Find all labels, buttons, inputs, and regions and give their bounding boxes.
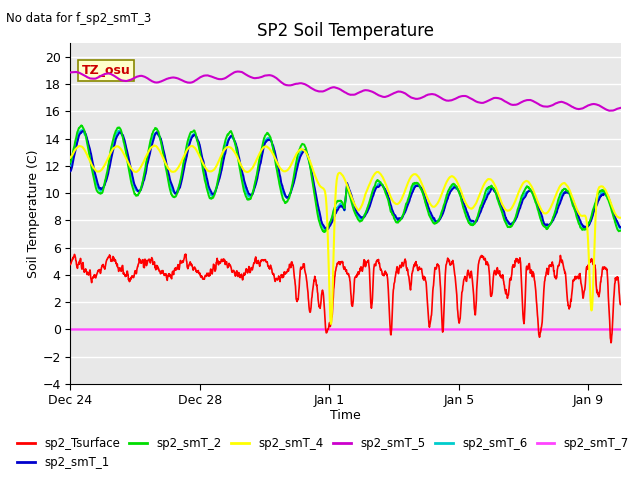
sp2_smT_4 <box>327 321 335 327</box>
sp2_smT_4 <box>205 168 212 174</box>
sp2_smT_4 <box>150 143 158 148</box>
sp2_smT_7 <box>496 326 504 332</box>
sp2_Tsurface <box>496 271 504 276</box>
sp2_smT_1 <box>323 227 331 232</box>
sp2_smT_7 <box>67 326 74 332</box>
sp2_Tsurface <box>205 272 212 277</box>
Line: sp2_smT_6: sp2_smT_6 <box>70 130 621 229</box>
sp2_smT_5 <box>496 96 504 102</box>
sp2_smT_6 <box>497 203 504 208</box>
sp2_smT_6 <box>322 227 330 232</box>
Text: TZ_osu: TZ_osu <box>81 64 130 77</box>
Title: SP2 Soil Temperature: SP2 Soil Temperature <box>257 22 434 40</box>
sp2_smT_1 <box>82 132 90 138</box>
sp2_Tsurface <box>157 271 164 276</box>
sp2_smT_4 <box>157 151 165 156</box>
sp2_smT_5 <box>82 73 90 79</box>
sp2_smT_7 <box>189 326 196 332</box>
sp2_smT_2 <box>82 133 90 139</box>
Text: No data for f_sp2_smT_3: No data for f_sp2_smT_3 <box>6 12 152 25</box>
sp2_smT_2 <box>497 204 504 210</box>
sp2_Tsurface <box>82 266 90 272</box>
sp2_smT_1 <box>157 137 165 143</box>
sp2_Tsurface <box>607 340 615 346</box>
sp2_smT_5 <box>606 108 614 114</box>
sp2_smT_1 <box>363 210 371 216</box>
Legend: sp2_Tsurface, sp2_smT_1, sp2_smT_2, sp2_smT_4, sp2_smT_5, sp2_smT_6, sp2_smT_7: sp2_Tsurface, sp2_smT_1, sp2_smT_2, sp2_… <box>12 433 634 474</box>
sp2_Tsurface <box>189 266 196 272</box>
sp2_smT_2 <box>617 228 625 234</box>
sp2_smT_5 <box>234 69 242 74</box>
sp2_smT_1 <box>67 168 74 174</box>
Line: sp2_smT_1: sp2_smT_1 <box>70 131 621 229</box>
Y-axis label: Soil Temperature (C): Soil Temperature (C) <box>26 149 40 278</box>
sp2_Tsurface <box>362 260 370 266</box>
sp2_smT_7 <box>204 326 212 332</box>
sp2_smT_1 <box>617 224 625 230</box>
sp2_smT_5 <box>67 70 74 75</box>
sp2_smT_2 <box>321 229 328 235</box>
sp2_smT_2 <box>363 207 371 213</box>
sp2_smT_1 <box>497 199 504 205</box>
sp2_smT_6 <box>363 208 371 214</box>
sp2_smT_4 <box>497 197 504 203</box>
sp2_smT_2 <box>157 141 165 146</box>
sp2_smT_4 <box>189 144 196 149</box>
Line: sp2_smT_2: sp2_smT_2 <box>70 125 621 232</box>
sp2_smT_7 <box>157 326 164 332</box>
sp2_smT_5 <box>157 79 164 84</box>
sp2_smT_1 <box>80 128 88 134</box>
sp2_smT_6 <box>78 127 86 133</box>
sp2_smT_1 <box>205 182 212 188</box>
sp2_smT_2 <box>189 129 196 134</box>
sp2_smT_6 <box>205 186 212 192</box>
Line: sp2_smT_5: sp2_smT_5 <box>70 72 621 111</box>
sp2_smT_2 <box>205 192 212 197</box>
sp2_smT_6 <box>157 139 165 145</box>
sp2_smT_4 <box>363 188 371 194</box>
X-axis label: Time: Time <box>330 409 361 422</box>
sp2_smT_5 <box>617 105 625 111</box>
sp2_smT_1 <box>189 133 196 139</box>
sp2_smT_2 <box>67 160 74 166</box>
Line: sp2_Tsurface: sp2_Tsurface <box>70 254 621 343</box>
sp2_smT_6 <box>617 226 625 231</box>
sp2_smT_7 <box>82 326 90 332</box>
sp2_smT_5 <box>204 72 212 78</box>
sp2_smT_7 <box>362 326 370 332</box>
sp2_Tsurface <box>182 252 189 257</box>
sp2_smT_6 <box>189 132 196 138</box>
sp2_smT_4 <box>67 155 74 160</box>
sp2_smT_7 <box>617 326 625 332</box>
sp2_smT_5 <box>362 87 370 93</box>
sp2_smT_6 <box>67 163 74 168</box>
sp2_Tsurface <box>617 301 625 307</box>
sp2_smT_4 <box>617 215 625 220</box>
sp2_smT_6 <box>82 134 90 140</box>
sp2_smT_4 <box>82 149 90 155</box>
sp2_Tsurface <box>67 262 74 267</box>
Line: sp2_smT_4: sp2_smT_4 <box>70 145 621 324</box>
sp2_smT_2 <box>77 122 85 128</box>
sp2_smT_5 <box>189 79 196 85</box>
